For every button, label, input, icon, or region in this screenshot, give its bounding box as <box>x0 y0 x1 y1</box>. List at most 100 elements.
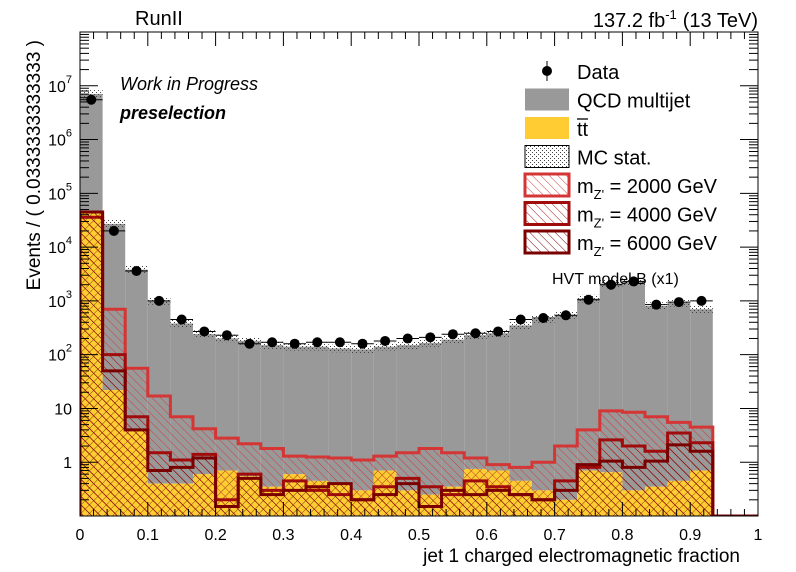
x-tick-label: 0.1 <box>137 527 159 544</box>
data-point <box>470 328 481 339</box>
data-point <box>312 337 323 348</box>
legend-entry: Data <box>542 61 620 84</box>
legend-entry: MC stat. <box>524 145 651 170</box>
signal-bar <box>690 451 713 516</box>
mc-stat-band <box>690 305 713 314</box>
y-tick-label: 102 <box>48 343 72 365</box>
legend-label: mZ' = 6000 GeV <box>577 233 718 259</box>
signal-bar <box>531 499 555 516</box>
legend-swatch <box>523 172 571 198</box>
legend-label: MC stat. <box>577 148 651 170</box>
qcd-bar <box>305 346 329 481</box>
legend-label: tt <box>577 119 589 141</box>
data-point <box>515 314 526 325</box>
mc-stat-band <box>509 321 532 330</box>
qcd-bar <box>351 349 374 491</box>
legend-entry: QCD multijet <box>525 88 691 113</box>
data-point <box>221 330 232 341</box>
data-point <box>289 338 300 349</box>
mc-stat-band <box>373 342 397 351</box>
data-point <box>447 329 458 340</box>
data-point <box>493 326 504 337</box>
signal-bar <box>644 461 668 516</box>
legend-swatch <box>523 229 571 255</box>
y-tick-label: 106 <box>48 128 72 150</box>
mc-stat-band <box>418 339 442 347</box>
signal-bar <box>260 494 284 516</box>
y-tick-label: 1 <box>63 455 72 472</box>
mc-stat-band <box>441 335 465 344</box>
signal-bar <box>486 490 510 516</box>
x-tick-label: 0.9 <box>679 527 701 544</box>
mc-stat-band <box>351 345 374 354</box>
y-tick-label: 105 <box>48 181 72 203</box>
data-point <box>108 225 119 236</box>
data-point <box>651 299 662 310</box>
legend-entry: mZ' = 2000 GeV <box>523 172 718 202</box>
signal-bar <box>215 506 239 516</box>
y-tick-label: 107 <box>48 74 72 96</box>
legend-label: mZ' = 4000 GeV <box>577 205 718 231</box>
qcd-bar <box>509 325 532 481</box>
signal-bar <box>577 464 600 516</box>
status-annotation: Work in Progress <box>120 74 258 94</box>
legend-entry: tt <box>525 117 589 141</box>
signal-line <box>80 215 758 516</box>
data-point <box>244 338 255 349</box>
x-tick-label: 0.7 <box>543 527 565 544</box>
legend-swatch <box>525 88 569 111</box>
legend-entry: mZ' = 6000 GeV <box>523 229 718 259</box>
mc-stat-band <box>80 90 103 98</box>
x-tick-label: 0.3 <box>272 527 294 544</box>
signal-bar <box>80 211 103 516</box>
signal-bar <box>418 506 442 516</box>
signal-bar <box>396 483 419 516</box>
data-point <box>357 338 368 349</box>
signal-bar <box>215 438 239 516</box>
legend-swatch <box>525 117 569 139</box>
signal-bar <box>554 490 578 516</box>
signal-bar <box>283 490 306 516</box>
data-point <box>131 265 142 276</box>
signal-bar <box>351 499 374 516</box>
mc-stat-band <box>396 341 419 350</box>
y-tick-label: 10 <box>54 401 72 418</box>
data-point <box>538 313 549 324</box>
data-point <box>606 279 617 290</box>
x-axis-label: jet 1 charged electromagnetic fraction <box>422 546 740 567</box>
mc-stat-band <box>102 220 126 228</box>
signal-bar <box>599 461 623 516</box>
x-tick-label: 1 <box>754 527 763 544</box>
qcd-bar <box>531 319 555 491</box>
signal-line <box>80 210 758 516</box>
signal-bar <box>464 494 487 516</box>
qcd-bar <box>283 346 306 475</box>
signal-bar <box>192 457 216 516</box>
data-point <box>154 295 165 306</box>
signal-bar <box>441 490 465 516</box>
signal-bar <box>102 370 126 516</box>
legend-entry: mZ' = 4000 GeV <box>523 201 718 231</box>
x-tick-label: 0.2 <box>204 527 226 544</box>
selection-annotation: preselection <box>119 103 226 123</box>
signal-bar <box>667 444 691 516</box>
data-point <box>199 326 210 337</box>
model-annotation: HVT model B (x1) <box>552 271 679 288</box>
x-tick-label: 0.6 <box>476 527 498 544</box>
qcd-bar <box>373 346 397 471</box>
data-point <box>86 94 97 105</box>
x-tick-label: 0.5 <box>408 527 430 544</box>
signal-bar <box>622 467 645 516</box>
signal-bar <box>373 494 397 516</box>
x-tick-label: 0 <box>76 527 85 544</box>
legend-label: QCD multijet <box>577 91 691 113</box>
legend-swatch <box>523 201 571 226</box>
signal-bar <box>509 494 532 516</box>
qcd-bar <box>577 298 600 471</box>
data-point <box>560 310 571 321</box>
qcd-bar <box>486 333 510 471</box>
data-point <box>267 337 278 348</box>
legend-marker <box>542 66 552 76</box>
x-tick-label: 0.4 <box>340 527 362 544</box>
